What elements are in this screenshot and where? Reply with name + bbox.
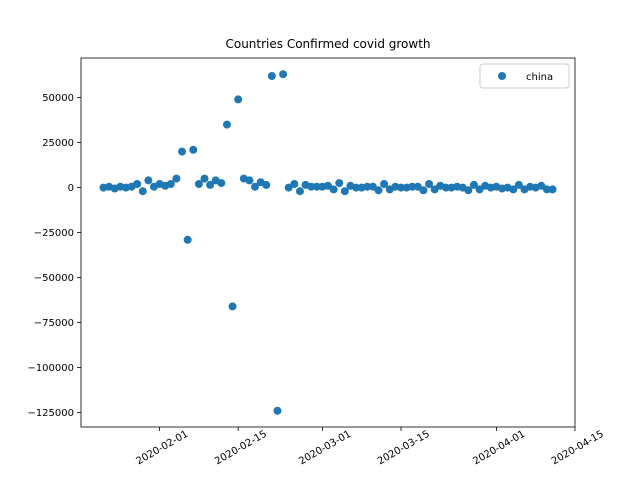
point <box>425 180 434 188</box>
point <box>374 186 383 195</box>
plot-frame <box>80 57 576 428</box>
point <box>340 187 349 196</box>
point <box>307 182 316 191</box>
point <box>363 182 372 191</box>
point <box>245 176 254 185</box>
point <box>228 302 237 311</box>
point <box>548 185 557 194</box>
y-tick-label: −50000 <box>34 273 74 284</box>
point <box>144 176 153 185</box>
y-tick-label: −125000 <box>27 408 74 419</box>
point <box>352 183 361 192</box>
point <box>441 183 450 192</box>
point <box>172 174 181 183</box>
point <box>295 187 304 196</box>
point <box>194 180 203 188</box>
point <box>189 145 198 154</box>
point <box>178 147 187 156</box>
point <box>396 183 405 192</box>
point <box>419 186 428 195</box>
y-tick-label: 25000 <box>42 138 74 149</box>
point <box>329 185 338 194</box>
point <box>469 180 478 189</box>
legend-label: china <box>526 72 553 83</box>
chart-title: Countries Confirmed covid growth <box>225 37 430 51</box>
y-tick-label: −25000 <box>34 228 74 239</box>
point <box>509 185 518 194</box>
point <box>166 180 175 188</box>
point <box>335 179 344 188</box>
point <box>312 182 321 191</box>
y-tick-label: −75000 <box>34 318 74 329</box>
y-tick-label: −100000 <box>27 363 74 374</box>
point <box>267 72 276 80</box>
point <box>138 187 147 196</box>
point <box>133 180 142 188</box>
legend-box <box>479 63 570 89</box>
point <box>464 186 473 195</box>
point <box>234 95 243 104</box>
point <box>206 180 215 189</box>
point <box>222 120 231 129</box>
y-tick-label: 0 <box>68 183 74 194</box>
y-tick-label: 50000 <box>42 93 74 104</box>
point <box>262 180 271 189</box>
point <box>251 182 260 191</box>
point <box>408 182 417 191</box>
point <box>380 180 389 188</box>
point <box>273 406 282 415</box>
legend-marker <box>498 72 506 80</box>
point <box>200 174 209 183</box>
point <box>279 70 288 79</box>
point <box>217 179 226 188</box>
point <box>514 180 523 189</box>
point <box>290 180 299 188</box>
point <box>542 185 551 194</box>
point <box>183 235 192 244</box>
